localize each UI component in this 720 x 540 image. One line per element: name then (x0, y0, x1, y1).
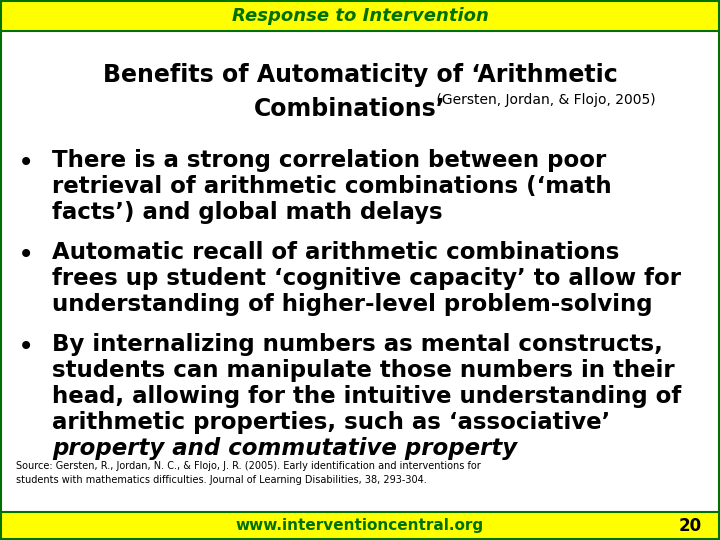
Text: Automatic recall of arithmetic combinations: Automatic recall of arithmetic combinati… (52, 241, 619, 264)
Text: 20: 20 (679, 517, 702, 535)
Text: Response to Intervention: Response to Intervention (232, 6, 488, 25)
Text: frees up student ‘cognitive capacity’ to allow for: frees up student ‘cognitive capacity’ to… (52, 267, 681, 291)
Text: www.interventioncentral.org: www.interventioncentral.org (236, 518, 484, 534)
Text: head, allowing for the intuitive understanding of: head, allowing for the intuitive underst… (52, 386, 681, 408)
Text: •: • (18, 150, 35, 177)
Text: Combinations’: Combinations’ (254, 97, 446, 122)
Text: property and commutative property: property and commutative property (52, 437, 517, 460)
Text: Source: Gersten, R., Jordan, N. C., & Flojo, J. R. (2005). Early identification : Source: Gersten, R., Jordan, N. C., & Fl… (16, 461, 481, 485)
Text: There is a strong correlation between poor: There is a strong correlation between po… (52, 150, 606, 172)
Text: Benefits of Automaticity of ‘Arithmetic: Benefits of Automaticity of ‘Arithmetic (103, 63, 617, 87)
Text: (Gersten, Jordan, & Flojo, 2005): (Gersten, Jordan, & Flojo, 2005) (432, 93, 656, 107)
Bar (0, 512, 720, 540)
Text: understanding of higher-level problem-solving: understanding of higher-level problem-so… (52, 293, 652, 316)
Text: By internalizing numbers as mental constructs,: By internalizing numbers as mental const… (52, 333, 663, 356)
Text: retrieval of arithmetic combinations (‘math: retrieval of arithmetic combinations (‘m… (52, 176, 611, 198)
Text: •: • (18, 333, 35, 361)
Text: students can manipulate those numbers in their: students can manipulate those numbers in… (52, 359, 675, 382)
Text: arithmetic properties, such as ‘associative’: arithmetic properties, such as ‘associat… (52, 411, 611, 434)
Text: facts’) and global math delays: facts’) and global math delays (52, 201, 443, 224)
Bar (0, 0, 720, 31)
Text: •: • (18, 241, 35, 269)
